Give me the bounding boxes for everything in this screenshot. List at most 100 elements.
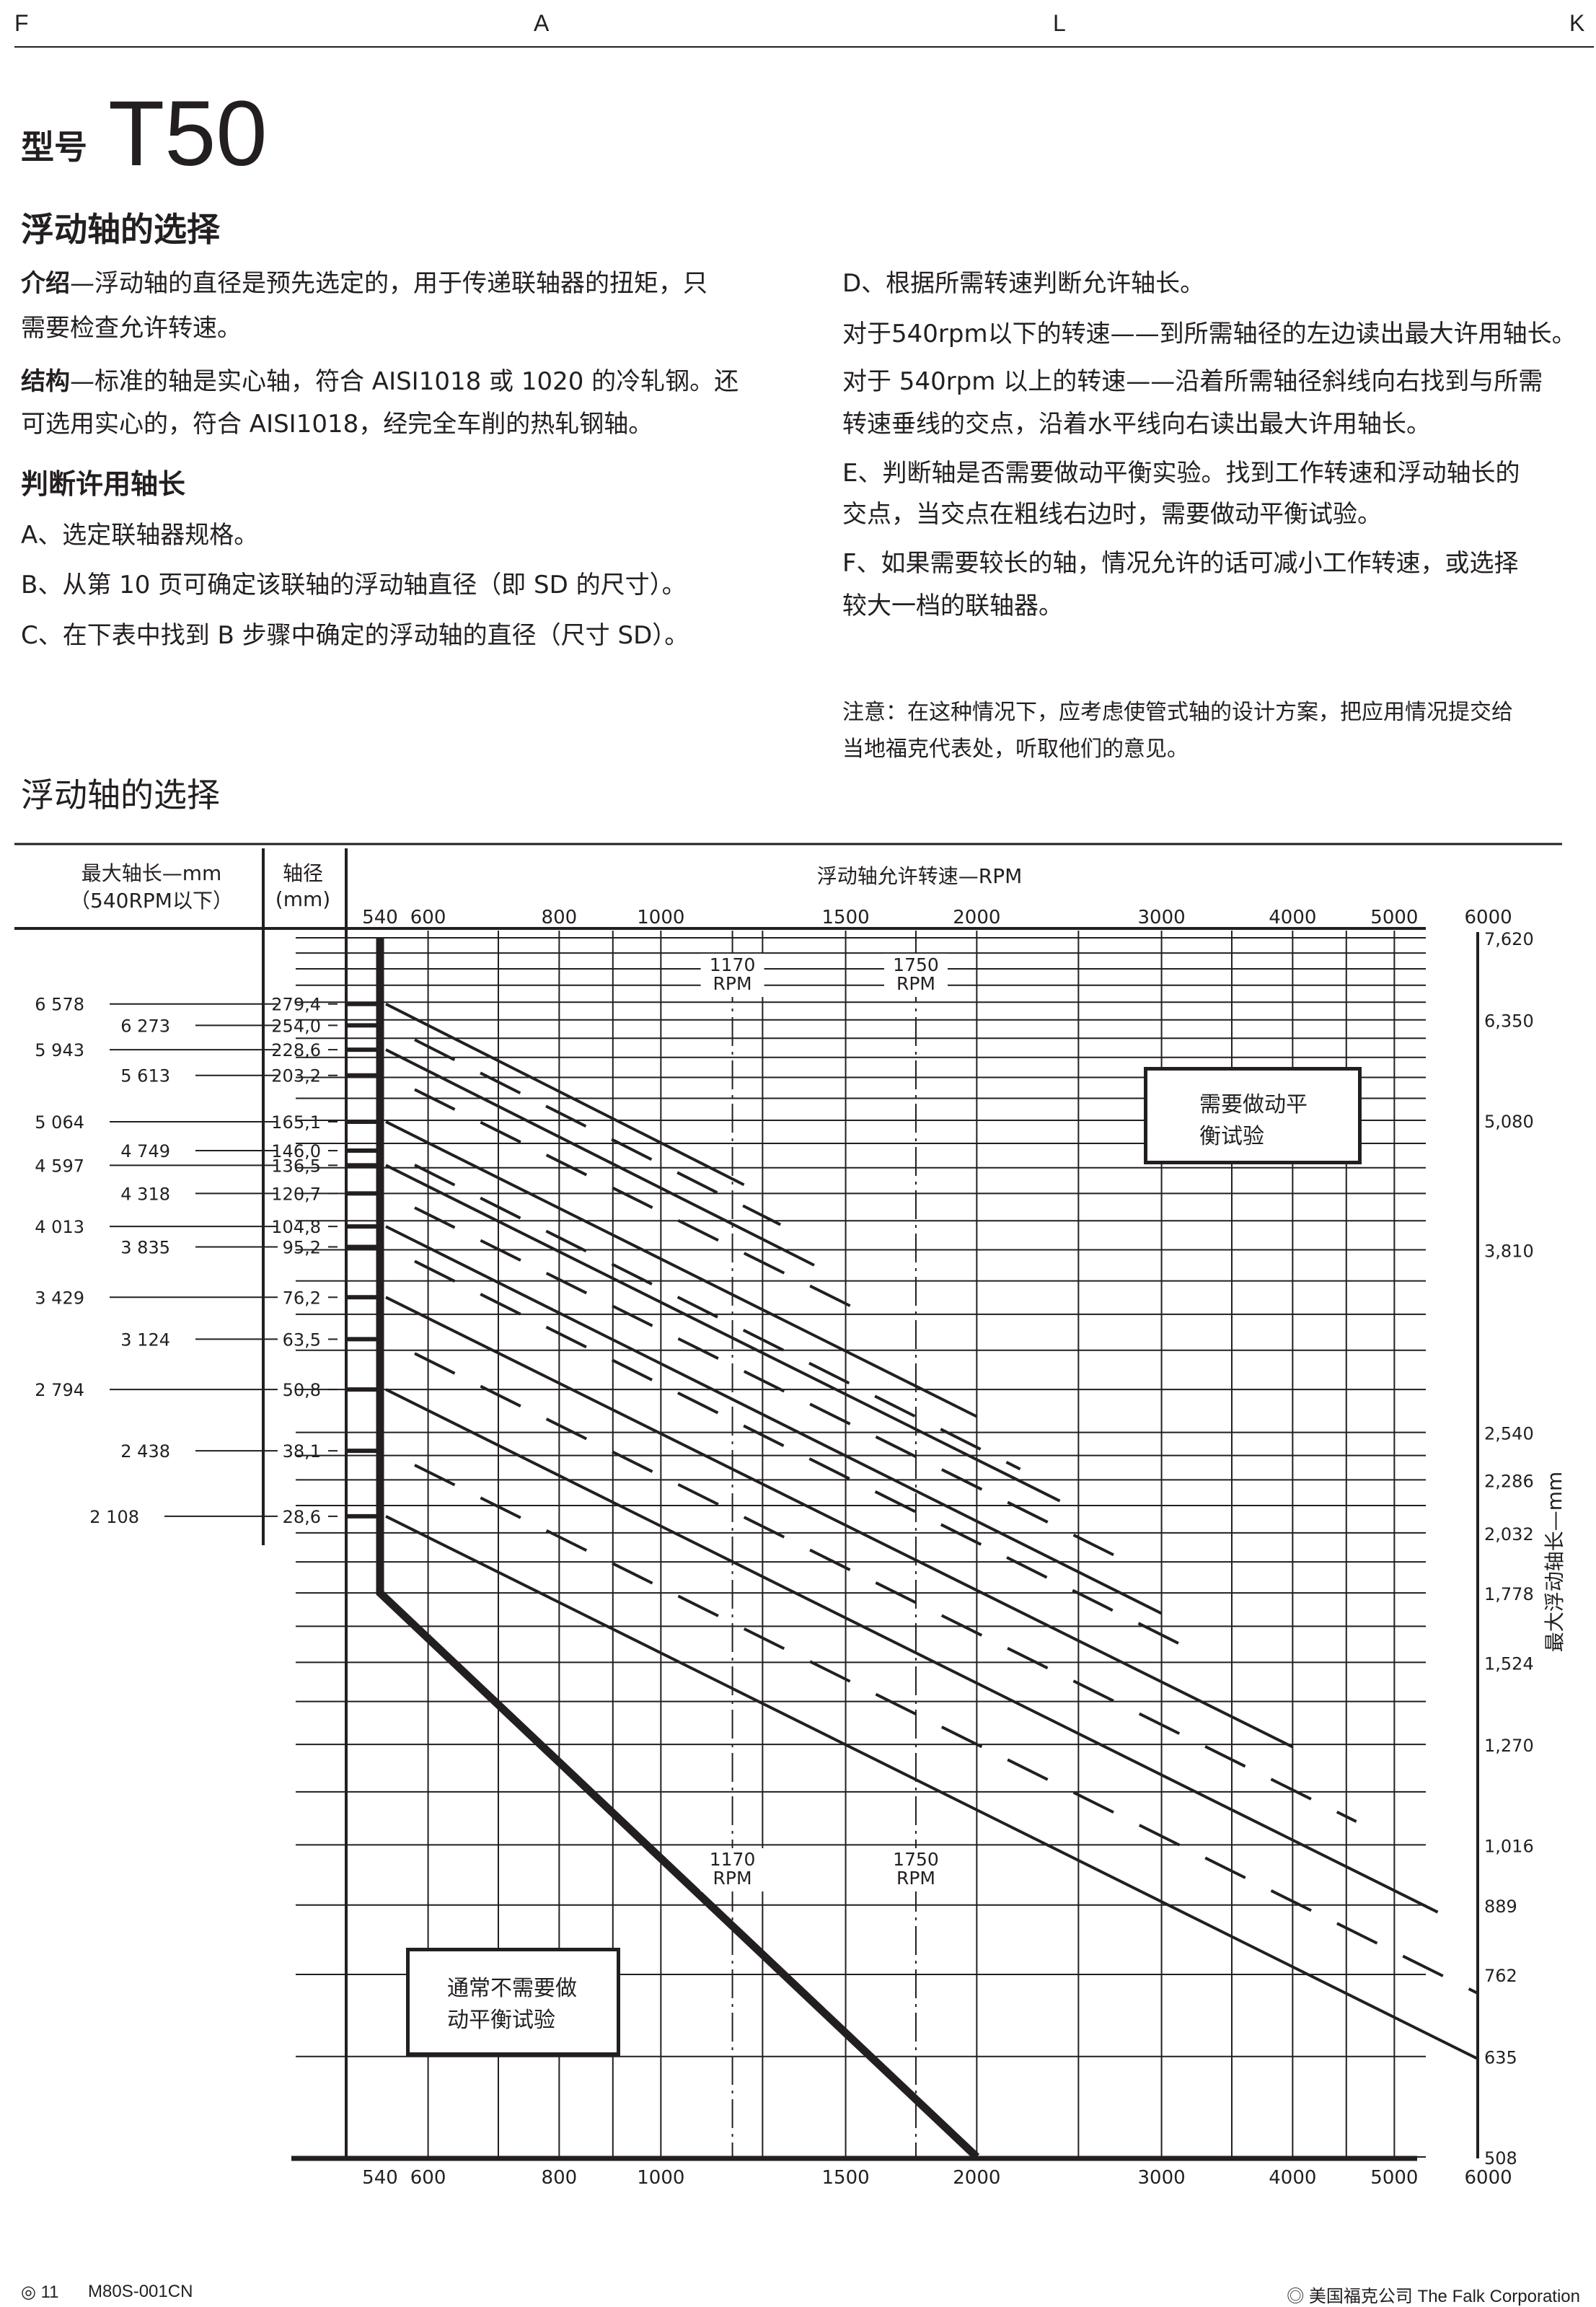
shaft-line-dashed (414, 1088, 876, 1320)
x-axis-label: 浮动轴允许转速—RPM (817, 864, 1023, 888)
max-length-subheader: （540RPM以下） (70, 889, 233, 913)
diameter-label: 279,4 (271, 995, 321, 1015)
balance-not-required-line-1: 通常不需要做 (447, 1976, 577, 2001)
max-length-label: 4 318 (120, 1184, 170, 1204)
x-tick-label-top: 5000 (1370, 907, 1418, 928)
intro-line-2: 需要检查允许转速。 (21, 314, 242, 343)
diameter-label: 104,8 (271, 1217, 321, 1237)
reference-speed-value: 1170 (710, 954, 756, 975)
document-code: M80S-001CN (88, 2282, 193, 2301)
intro-label: 介绍 (21, 269, 70, 298)
balance-required-line-2: 衡试验 (1199, 1124, 1264, 1149)
shaft-line-dashed (414, 1206, 1114, 1557)
max-length-header: 最大轴长—mm (81, 861, 222, 885)
y-tick-label: 5,080 (1484, 1112, 1534, 1132)
diameter-label: 120,7 (271, 1184, 321, 1204)
y-axis-label: 最大浮动轴长—mm (1543, 1472, 1566, 1653)
x-tick-label-top: 1500 (821, 907, 869, 928)
header-letter-l: L (1053, 10, 1066, 36)
y-tick-label: 1,524 (1484, 1653, 1534, 1674)
x-tick-label-top: 3000 (1137, 907, 1185, 928)
structure-label: 结构 (21, 367, 70, 396)
shaft-line-dashed (414, 1352, 1357, 1823)
reference-label-mask (883, 954, 948, 997)
y-tick-label: 6,350 (1484, 1011, 1534, 1032)
max-length-label: 3 835 (120, 1237, 170, 1257)
reference-speed-unit: RPM (713, 1868, 752, 1889)
x-tick-label-top: 540 (362, 907, 398, 928)
x-tick-label-bottom: 2000 (953, 2167, 1000, 2189)
step-b: B、从第 10 页可确定该联轴的浮动轴直径（即 SD 的尺寸）。 (21, 571, 687, 599)
reference-speed-value: 1170 (710, 1849, 756, 1870)
shaft-line-solid (385, 1120, 978, 1418)
x-tick-label-bottom: 540 (362, 2167, 398, 2189)
model-prefix: 型号 (21, 128, 87, 167)
header-letter-a: A (534, 10, 550, 36)
diameter-label: 203,2 (271, 1066, 321, 1086)
max-length-label: 2 108 (89, 1507, 139, 1527)
header-rule (14, 46, 1594, 48)
shaft-line-solid (385, 1002, 745, 1187)
diameter-label: 38,1 (283, 1441, 321, 1462)
shaft-line-dashed (414, 1038, 782, 1226)
intro-text: —浮动轴的直径是预先选定的，用于传递联轴器的扭矩，只 (70, 269, 707, 298)
y-tick-label: 2,286 (1484, 1471, 1534, 1491)
max-length-label: 6 273 (120, 1016, 170, 1036)
steps-heading: 判断许用轴长 (21, 468, 186, 500)
y-tick-label: 7,620 (1484, 929, 1534, 949)
reference-speed-unit: RPM (896, 1868, 935, 1889)
page-number: ◎ 11 (21, 2282, 59, 2302)
step-c: C、在下表中找到 B 步骤中确定的浮动轴的直径（尺寸 SD）。 (21, 621, 689, 650)
chart-frame (14, 843, 1562, 2161)
reference-speed-unit: RPM (896, 973, 935, 994)
x-tick-label-bottom: 3000 (1137, 2167, 1185, 2189)
diameter-label: 136,5 (271, 1156, 321, 1176)
diameter-label: 254,0 (271, 1016, 321, 1036)
y-tick-label: 1,016 (1484, 1836, 1534, 1856)
shaft-line-solid (385, 1296, 1294, 1749)
balance-required-line-1: 需要做动平 (1199, 1092, 1308, 1117)
note-line-2: 当地福克代表处，听取他们的意见。 (842, 737, 1189, 762)
series-lines (376, 937, 1478, 2160)
shaft-line-solid (385, 1388, 1439, 1914)
model-number: T50 (108, 82, 268, 185)
x-tick-label-bottom: 4000 (1269, 2167, 1316, 2189)
balance-required-box: 需要做动平 衡试验 (1144, 1067, 1362, 1164)
reference-label-mask (883, 1848, 948, 1891)
chart-labels: 1170RPM1170RPM1750RPM1750RPM最大轴长—mm（540R… (35, 861, 1566, 2189)
x-tick-label-top: 1000 (637, 907, 684, 928)
diameter-label: 95,2 (283, 1237, 321, 1257)
y-tick-label: 2,032 (1484, 1524, 1534, 1544)
diameter-label: 228,6 (271, 1040, 321, 1060)
diameter-label: 63,5 (283, 1330, 321, 1350)
shaft-line-solid (385, 1225, 1163, 1615)
shaft-line-solid (385, 1048, 815, 1267)
step-d-above-2: 转速垂线的交点，沿着水平线向右读出最大许用轴长。 (842, 410, 1431, 439)
max-length-label: 4 597 (35, 1156, 84, 1176)
note-line-1: 注意：在这种情况下，应考虑使管式轴的设计方案，把应用情况提交给 (842, 700, 1513, 725)
shaft-line-dashed (414, 1164, 1021, 1471)
diameter-header: 轴径 (283, 861, 323, 885)
y-tick-label: 2,540 (1484, 1424, 1534, 1444)
step-f-2: 较大一档的联轴器。 (842, 592, 1063, 620)
copyright: ◎ 美国福克公司 The Falk Corporation (1287, 2287, 1580, 2306)
reference-speed-value: 1750 (893, 1849, 939, 1870)
x-tick-label-bottom: 1000 (637, 2167, 684, 2189)
x-tick-label-bottom: 6000 (1464, 2167, 1512, 2189)
max-length-label: 2 794 (35, 1380, 84, 1400)
max-length-label: 2 438 (120, 1441, 170, 1462)
shaft-line-solid (385, 1164, 1061, 1503)
max-length-label: 5 064 (35, 1112, 84, 1133)
reference-label-mask (700, 1848, 764, 1891)
grid (296, 931, 1426, 2158)
section-heading: 浮动轴的选择 (21, 210, 220, 249)
structure-line-2: 可选用实心的，符合 AISI1018，经完全车削的热轧钢轴。 (21, 410, 653, 439)
y-tick-label: 1,270 (1484, 1736, 1534, 1756)
x-tick-label-top: 600 (410, 907, 446, 928)
y-tick-label: 1,778 (1484, 1584, 1534, 1604)
step-d-below: 对于540rpm以下的转速——到所需轴径的左边读出最大许用轴长。 (842, 320, 1577, 348)
reference-speed-value: 1750 (893, 954, 939, 975)
balance-boundary-line (376, 937, 980, 2160)
x-tick-label-bottom: 1500 (821, 2167, 869, 2189)
